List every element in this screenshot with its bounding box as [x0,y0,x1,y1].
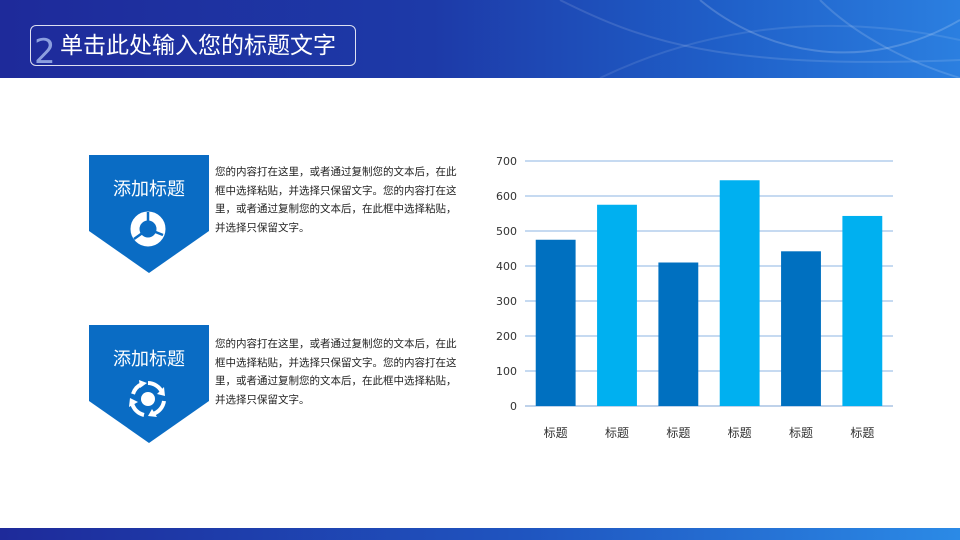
x-tick-label: 标题 [605,426,629,440]
section-heading[interactable]: 添加标题 [113,349,185,370]
section-badge-2: 添加标题 [89,325,209,443]
page-title[interactable]: 单击此处输入您的标题文字 [60,33,336,59]
y-tick-label: 200 [496,330,517,343]
y-tick-label: 500 [496,225,517,238]
section-text-2[interactable]: 您的内容打在这里，或者通过复制您的文本后，在此框中选择粘贴，并选择只保留文字。您… [215,338,457,406]
y-tick-label: 600 [496,190,517,203]
bar [781,251,821,406]
y-tick-label: 400 [496,260,517,273]
bar [535,239,576,406]
y-tick-label: 700 [496,155,517,168]
x-tick-label: 标题 [728,426,752,440]
section-badge-1: 添加标题 [89,155,209,273]
bar [597,204,637,406]
refresh-cycle-icon [128,379,168,419]
x-tick-label: 标题 [666,426,690,440]
section-heading[interactable]: 添加标题 [113,179,185,200]
y-tick-label: 0 [510,400,517,413]
section-text-1[interactable]: 您的内容打在这里，或者通过复制您的文本后，在此框中选择粘贴，并选择只保留文字。您… [215,166,457,234]
x-tick-label: 标题 [789,426,813,440]
slide-number: 2 [34,32,56,72]
y-tick-label: 100 [496,365,517,378]
bar [658,262,699,406]
title-frame [30,25,356,66]
footer-bar [0,528,960,540]
bar [719,180,760,406]
donut-chart-icon [128,209,168,249]
bar [842,215,883,406]
y-tick-label: 300 [496,295,517,308]
bar-chart: 0 100 200 300 400 500 600 700 标题 标题 标题 标题 标题 标题 [496,155,893,440]
x-tick-label: 标题 [544,426,568,440]
x-tick-label: 标题 [850,426,874,440]
header-decoration [559,0,960,78]
